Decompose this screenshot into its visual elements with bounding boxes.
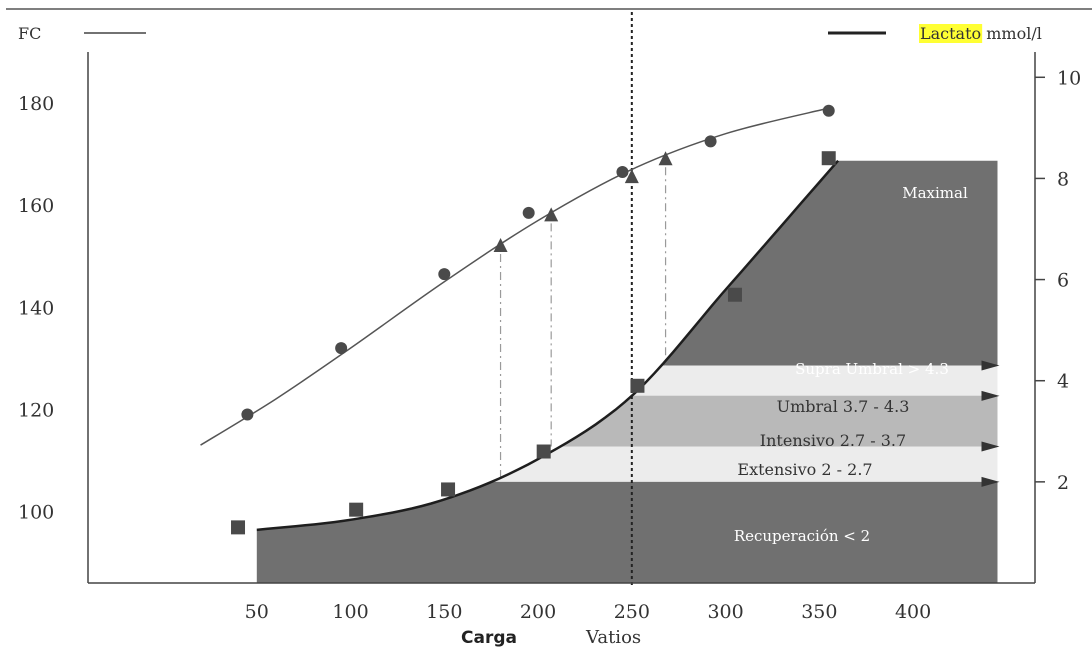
lactato-point	[349, 502, 364, 517]
left-tick-label: 160	[18, 195, 54, 217]
training-zones	[256, 160, 998, 583]
x-tick-label: 350	[801, 601, 837, 623]
fc-point	[704, 135, 717, 148]
legend-fc-label: FC	[18, 24, 41, 43]
x-tick-label: 300	[707, 601, 743, 623]
triangle-point	[493, 238, 508, 253]
triangle-point	[544, 207, 559, 222]
zone-label-extensivo: Extensivo 2 - 2.7	[737, 460, 872, 479]
zone-labels: Recuperación < 2 Extensivo 2 - 2.7 Intensi…	[734, 184, 1000, 545]
right-tick-label: 6	[1057, 270, 1069, 292]
x-tick-label: 100	[332, 601, 368, 623]
zone-label-recuperacion: Recuperación < 2	[734, 527, 870, 545]
lactato-point	[821, 151, 836, 166]
fc-point	[522, 206, 535, 219]
lactato-point	[231, 520, 246, 535]
right-tick-label: 4	[1057, 371, 1069, 393]
fc-point	[438, 268, 451, 281]
drop-lines	[499, 12, 667, 585]
zone-boundary-arrow	[981, 476, 1000, 487]
zone-boundary-arrow	[981, 441, 1000, 452]
left-tick-label: 140	[18, 297, 54, 319]
fc-point	[822, 104, 835, 117]
lactato-point	[536, 444, 551, 459]
zone-label-maximal: Maximal	[902, 184, 968, 202]
legend: FC Lactato mmol/l	[18, 24, 1042, 43]
zone-label-umbral: Umbral 3.7 - 4.3	[777, 397, 910, 416]
x-tick-label: 200	[520, 601, 556, 623]
fc-point	[616, 165, 629, 178]
right-tick-label: 10	[1057, 67, 1081, 89]
triangle-point	[658, 151, 673, 166]
fc-point	[241, 408, 254, 421]
fc-point	[335, 342, 348, 355]
zone-boundary-arrow	[981, 360, 1000, 371]
x-axis-unit: Vatios	[585, 627, 641, 648]
right-tick-label: 8	[1057, 168, 1069, 190]
left-tick-label: 120	[18, 399, 54, 421]
markers	[231, 104, 836, 535]
x-tick-label: 250	[614, 601, 650, 623]
left-tick-label: 100	[18, 502, 54, 524]
zone-intensivo	[560, 395, 998, 447]
lactato-point	[727, 287, 742, 302]
x-axis-title: Carga	[461, 628, 517, 648]
legend-highlight	[919, 24, 983, 43]
x-tick-label: 50	[245, 601, 269, 623]
legend-lactato-label: Lactato mmol/l	[920, 24, 1042, 43]
lactato-point	[441, 482, 456, 497]
zone-label-intensivo: Intensivo 2.7 - 3.7	[760, 431, 906, 450]
tick-labels: 100 120 140 160 180 2 4 6 8 10 50 100 150 200 250 300 35…	[18, 67, 1081, 623]
zone-umbral	[631, 365, 998, 396]
axes	[87, 52, 1036, 584]
triangle-point	[624, 169, 639, 184]
left-tick-label: 180	[18, 93, 54, 115]
zone-extensivo	[491, 446, 998, 482]
x-tick-label: 150	[426, 601, 462, 623]
lactato-point	[630, 378, 645, 393]
zone-boundary-arrow	[981, 390, 1000, 401]
zone-label-supra-umbral: Supra Umbral > 4.3	[795, 360, 949, 378]
x-tick-label: 400	[895, 601, 931, 623]
right-tick-label: 2	[1057, 472, 1069, 494]
